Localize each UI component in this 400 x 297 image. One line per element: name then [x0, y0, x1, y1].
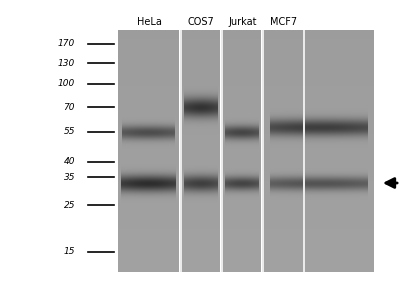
Text: 40: 40 [64, 157, 75, 167]
Text: HeLa: HeLa [136, 17, 162, 27]
Text: MCF7: MCF7 [270, 17, 298, 27]
Text: 70: 70 [64, 102, 75, 111]
Text: 35: 35 [64, 173, 75, 181]
Text: 25: 25 [64, 200, 75, 209]
Text: COS7: COS7 [188, 17, 214, 27]
Text: Jurkat: Jurkat [229, 17, 257, 27]
Text: 100: 100 [58, 80, 75, 89]
Text: 55: 55 [64, 127, 75, 137]
Text: 130: 130 [58, 59, 75, 67]
Text: 170: 170 [58, 40, 75, 48]
Text: 15: 15 [64, 247, 75, 257]
